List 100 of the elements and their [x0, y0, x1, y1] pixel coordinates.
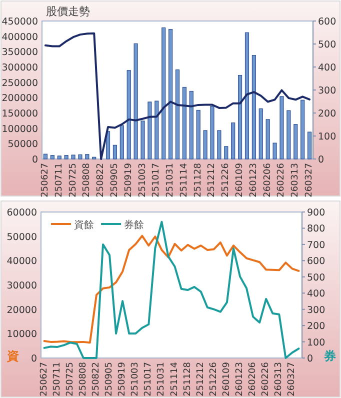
y-tick-label: 30000	[6, 280, 37, 292]
x-tick-label: 251114	[179, 162, 190, 198]
x-tick-label: 251128	[182, 362, 193, 396]
y-tick-label: 40000	[6, 256, 37, 268]
x-tick-label: 251017	[144, 362, 154, 396]
y2-tick-label: 600	[318, 16, 336, 28]
x-tick-label: 251017	[152, 163, 162, 198]
y2-tick-label: 0	[307, 354, 314, 364]
y-tick-label: 20000	[6, 304, 37, 316]
y-tick-label: 250000	[2, 78, 38, 89]
x-tick-label: 250725	[68, 163, 78, 198]
x-tick-label: 250808	[82, 162, 92, 198]
line-series	[43, 220, 300, 359]
x-tick-label: 251031	[156, 362, 167, 396]
y-tick-label: 60000	[6, 208, 37, 218]
bar	[148, 102, 152, 160]
x-tick-label: 250919	[124, 162, 134, 198]
bar	[154, 100, 159, 160]
x-tick-label: 260109	[235, 162, 246, 198]
bar	[286, 110, 291, 160]
y2-tick-label: 100	[307, 337, 326, 348]
y2-tick-label: 600	[307, 256, 326, 268]
bar	[50, 155, 54, 160]
chart-title: 股價走勢	[46, 5, 90, 18]
x-tick-label: 251114	[170, 362, 180, 396]
bar	[280, 96, 284, 160]
x-tick-label: 260327	[304, 163, 315, 198]
bar	[126, 70, 131, 160]
bar	[203, 130, 208, 160]
x-tick-label: 250919	[118, 362, 128, 396]
bar	[78, 154, 82, 160]
bar	[272, 142, 277, 160]
y-tick-label: 10000	[6, 329, 37, 340]
y2-tick-label: 500	[307, 272, 326, 284]
x-tick-label: 260313	[290, 163, 301, 198]
bar	[258, 108, 263, 160]
x-tick-label: 250822	[96, 163, 106, 198]
y2-tick-label: 700	[307, 240, 326, 251]
bar	[43, 154, 48, 160]
x-tick-label: 251212	[196, 362, 206, 396]
x-tick-label: 251003	[138, 163, 148, 198]
y-tick-label: 150000	[2, 108, 38, 120]
x-tick-label: 250711	[54, 163, 64, 198]
y-tick-label: 0	[30, 354, 37, 364]
y2-tick-label: 800	[307, 224, 326, 235]
x-tick-label: 250905	[110, 163, 120, 198]
y-tick-label: 200000	[2, 93, 38, 104]
bar	[175, 69, 180, 160]
x-tick-label: 250711	[52, 362, 62, 396]
bar	[217, 130, 222, 160]
bar	[307, 132, 312, 160]
y-tick-label: 50000	[6, 232, 37, 243]
bar	[252, 55, 256, 160]
bar	[266, 119, 270, 160]
y-tick-label: 100000	[2, 124, 38, 135]
y-tick-label: 400000	[2, 32, 38, 43]
x-tick-label: 250627	[39, 362, 50, 396]
line-series	[44, 32, 311, 160]
bar	[244, 32, 250, 160]
x-tick-label: 260109	[222, 362, 232, 396]
legend-label: 券餘	[124, 219, 144, 231]
x-tick-label: 260327	[287, 362, 298, 396]
x-tick-label: 260123	[248, 163, 259, 198]
bar	[224, 146, 228, 160]
line-series	[43, 234, 300, 344]
bar	[210, 106, 214, 160]
y-tick-label: 350000	[2, 47, 38, 58]
bar	[168, 28, 173, 160]
y2-axis-title: 券	[323, 349, 337, 363]
bar	[134, 43, 138, 160]
y2-tick-label: 0	[318, 154, 324, 166]
x-tick-label: 260206	[262, 162, 273, 198]
x-tick-label: 260123	[235, 362, 246, 396]
x-tick-label: 260313	[274, 362, 284, 396]
x-tick-label: 250822	[91, 362, 102, 396]
y2-tick-label: 900	[307, 208, 326, 218]
bar	[71, 154, 76, 160]
bar	[112, 144, 117, 160]
x-tick-label: 260226	[261, 362, 272, 396]
y2-tick-label: 400	[307, 288, 326, 300]
bar	[64, 155, 68, 160]
bar	[140, 120, 145, 160]
y-tick-label: 0	[32, 154, 38, 166]
bar	[189, 90, 194, 160]
x-tick-label: 260226	[276, 162, 287, 198]
bar	[162, 27, 166, 160]
x-tick-label: 250808	[78, 362, 88, 396]
y2-tick-label: 200	[307, 321, 326, 332]
x-tick-label: 251226	[208, 362, 219, 396]
bar	[106, 131, 110, 160]
x-tick-label: 250627	[40, 163, 50, 198]
y2-tick-label: 100	[318, 132, 336, 142]
y-tick-label: 50000	[8, 139, 38, 150]
x-tick-label: 251003	[130, 362, 141, 396]
y-tick-label: 450000	[2, 16, 38, 28]
x-tick-label: 251031	[166, 163, 176, 198]
bar	[238, 74, 242, 160]
x-tick-label: 250725	[65, 362, 76, 396]
bar	[57, 156, 62, 160]
legend-label: 資餘	[74, 219, 94, 231]
